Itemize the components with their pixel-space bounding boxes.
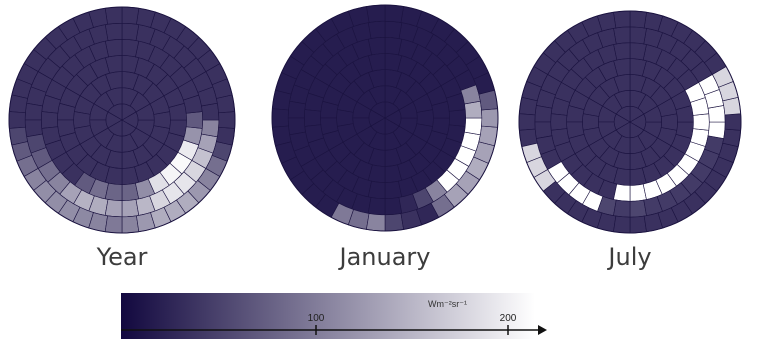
sky-cell — [613, 183, 631, 202]
colorbar-gradient — [121, 293, 535, 339]
sky-panel-outline — [271, 4, 499, 232]
sky-cell — [518, 96, 538, 116]
sky-cell — [271, 108, 289, 128]
sky-cell — [104, 6, 123, 25]
sky-panels: Year January July — [8, 4, 742, 271]
sky-cell — [384, 213, 404, 232]
colorbar-tick-label-200: 200 — [500, 313, 517, 324]
sky-panel-january: January — [271, 4, 499, 271]
sky-panel-outline — [518, 10, 742, 234]
sky-cell — [366, 213, 386, 232]
sky-panel-year: Year — [8, 6, 236, 271]
sky-cell — [8, 94, 28, 114]
sky-cell — [629, 26, 647, 45]
sky-cell — [384, 36, 403, 56]
sky-cell — [384, 20, 403, 39]
sky-cell — [303, 109, 322, 127]
sky-cell — [104, 215, 123, 234]
sky-cell — [629, 10, 647, 29]
sky-cell — [692, 113, 710, 131]
sky-cell — [384, 4, 404, 23]
colorbar-tick-label-100: 100 — [308, 313, 325, 324]
sky-cell — [121, 38, 140, 58]
sky-cell — [367, 197, 386, 216]
sky-cell — [613, 10, 631, 29]
sky-cell — [724, 113, 742, 131]
sky-cell — [287, 100, 306, 119]
sky-cell — [613, 199, 631, 218]
sky-cell — [185, 111, 204, 129]
sky-panel-outline — [8, 6, 236, 234]
sky-cell — [550, 113, 568, 131]
sky-cell — [367, 180, 386, 200]
sky-cell — [722, 128, 742, 148]
sky-panel-july: July — [518, 10, 742, 271]
panel-caption: January — [338, 243, 431, 271]
sky-cell — [629, 42, 647, 61]
sky-cell — [481, 108, 499, 128]
sky-cell — [8, 111, 26, 129]
sky-cell — [104, 182, 123, 202]
panel-caption: Year — [96, 243, 148, 271]
sky-cell — [121, 22, 140, 41]
sky-cell — [613, 215, 631, 234]
colorbar-axis-arrow — [538, 325, 547, 335]
sky-cell — [448, 109, 467, 127]
sky-cell — [121, 6, 140, 25]
sky-cell — [464, 117, 483, 136]
sky-cell — [121, 215, 140, 234]
panel-caption: July — [606, 243, 651, 271]
colorbar: Wm⁻²sr⁻¹ 100 200 — [121, 293, 547, 339]
colorbar-unit-label: Wm⁻²sr⁻¹ — [428, 299, 467, 309]
sky-cell — [201, 119, 220, 138]
sky-cell — [218, 111, 236, 129]
sky-cell — [104, 199, 123, 218]
sky-cell — [40, 111, 59, 129]
sky-cell — [629, 215, 647, 234]
sky-cell — [534, 105, 553, 123]
sky-cell — [216, 126, 236, 146]
sky-cell — [518, 113, 536, 131]
sky-cell — [707, 121, 726, 139]
sky-cell — [366, 4, 386, 23]
sky-cell — [24, 102, 43, 121]
